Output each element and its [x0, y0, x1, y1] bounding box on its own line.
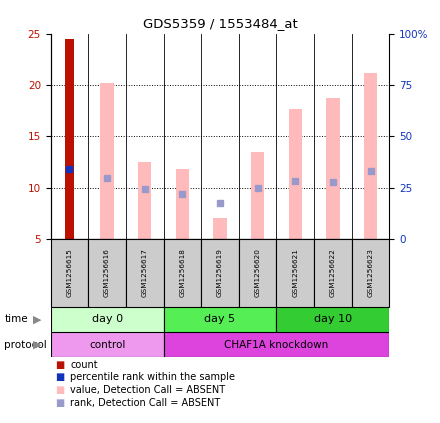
Text: day 0: day 0	[92, 314, 123, 324]
Text: ■: ■	[55, 385, 64, 395]
Bar	[164, 239, 201, 307]
Bar	[213, 219, 227, 239]
Bar	[65, 39, 74, 239]
Bar	[276, 239, 314, 307]
Bar	[352, 239, 389, 307]
Bar	[364, 73, 377, 239]
Bar	[289, 109, 302, 239]
Text: GSM1256616: GSM1256616	[104, 248, 110, 297]
Bar	[164, 332, 389, 357]
Bar	[51, 307, 164, 332]
Bar	[326, 99, 340, 239]
Bar	[164, 307, 276, 332]
Bar	[138, 162, 151, 239]
Text: GDS5359 / 1553484_at: GDS5359 / 1553484_at	[143, 17, 297, 30]
Bar	[126, 239, 164, 307]
Bar	[176, 169, 189, 239]
Text: CHAF1A knockdown: CHAF1A knockdown	[224, 340, 329, 350]
Text: GSM1256620: GSM1256620	[255, 248, 260, 297]
Text: rank, Detection Call = ABSENT: rank, Detection Call = ABSENT	[70, 398, 220, 408]
Text: GSM1256619: GSM1256619	[217, 248, 223, 297]
Text: ■: ■	[55, 398, 64, 408]
Bar	[201, 239, 239, 307]
Bar	[314, 239, 352, 307]
Text: count: count	[70, 360, 98, 370]
Bar	[100, 83, 114, 239]
Text: day 5: day 5	[205, 314, 235, 324]
Bar	[251, 152, 264, 239]
Text: GSM1256622: GSM1256622	[330, 248, 336, 297]
Text: ▶: ▶	[33, 340, 42, 350]
Text: control: control	[89, 340, 125, 350]
Text: percentile rank within the sample: percentile rank within the sample	[70, 372, 235, 382]
Bar	[276, 307, 389, 332]
Text: GSM1256623: GSM1256623	[367, 248, 374, 297]
Text: GSM1256621: GSM1256621	[292, 248, 298, 297]
Bar	[239, 239, 276, 307]
Text: GSM1256615: GSM1256615	[66, 248, 73, 297]
Text: ■: ■	[55, 360, 64, 370]
Text: GSM1256617: GSM1256617	[142, 248, 148, 297]
Text: protocol: protocol	[4, 340, 47, 350]
Text: day 10: day 10	[314, 314, 352, 324]
Text: value, Detection Call = ABSENT: value, Detection Call = ABSENT	[70, 385, 226, 395]
Text: time: time	[4, 314, 28, 324]
Text: ▶: ▶	[33, 314, 42, 324]
Bar	[51, 239, 88, 307]
Bar	[88, 239, 126, 307]
Text: GSM1256618: GSM1256618	[180, 248, 185, 297]
Bar	[51, 332, 164, 357]
Text: ■: ■	[55, 372, 64, 382]
